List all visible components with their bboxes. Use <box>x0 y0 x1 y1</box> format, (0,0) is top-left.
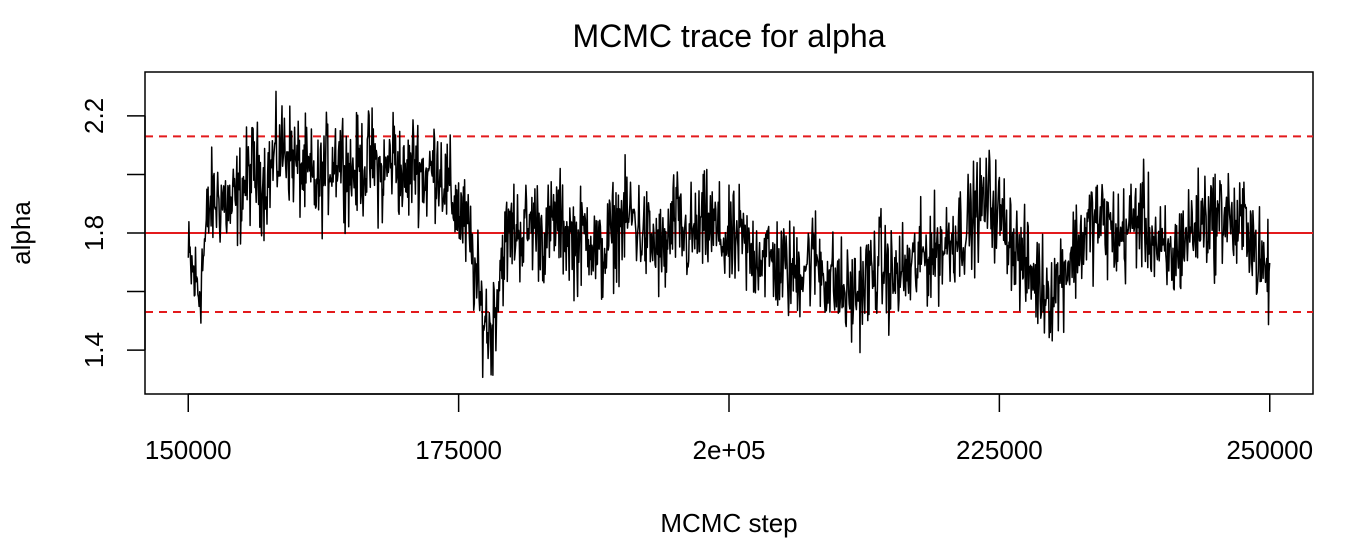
y-axis-label: alpha <box>6 201 36 265</box>
x-axis-label: MCMC step <box>660 508 797 538</box>
chart-title: MCMC trace for alpha <box>573 18 886 54</box>
x-tick-label: 2e+05 <box>692 435 765 465</box>
series-layer <box>187 90 1271 379</box>
y-tick-label: 2.2 <box>79 98 109 134</box>
x-tick-label: 225000 <box>956 435 1043 465</box>
x-axis: 150000 175000 2e+05 225000 250000 <box>145 393 1313 465</box>
y-tick-label: 1.8 <box>79 215 109 251</box>
x-tick-label: 150000 <box>145 435 232 465</box>
trace-line <box>187 90 1271 379</box>
x-tick-label: 250000 <box>1226 435 1313 465</box>
y-axis: 1.4 1.8 2.2 <box>79 98 146 368</box>
y-tick-label: 1.4 <box>79 332 109 368</box>
x-tick-label: 175000 <box>415 435 502 465</box>
